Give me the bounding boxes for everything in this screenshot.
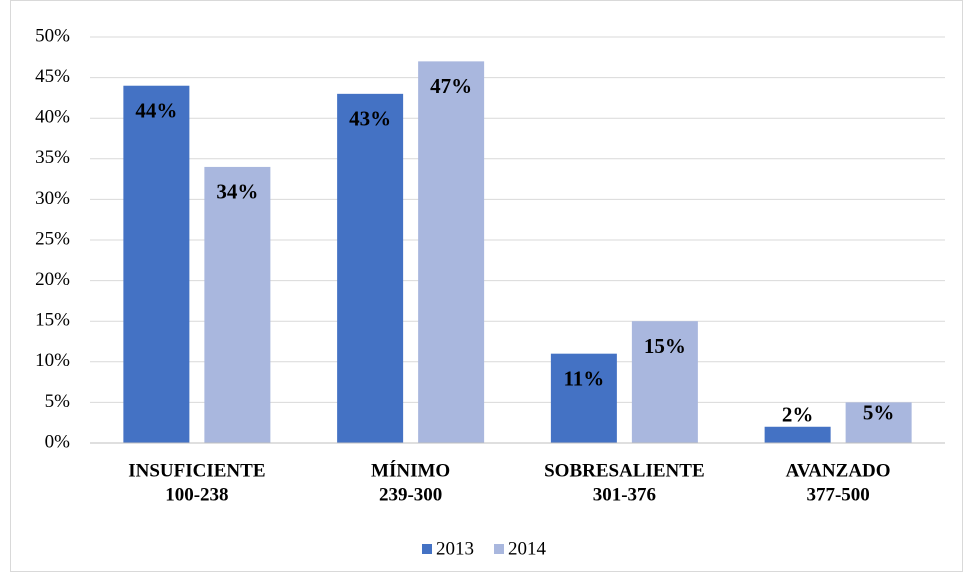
- x-tick-label: MÍNIMO: [371, 459, 450, 481]
- data-label: 15%: [644, 334, 686, 358]
- bar: [337, 93, 404, 443]
- y-tick-label: 5%: [45, 391, 71, 412]
- x-tick-label: SOBRESALIENTE: [544, 460, 705, 481]
- bar: [123, 85, 190, 443]
- data-label: 2%: [782, 403, 814, 427]
- legend-swatch: [494, 544, 504, 554]
- x-tick-label: INSUFICIENTE: [128, 460, 265, 481]
- y-tick-label: 25%: [35, 228, 70, 249]
- x-tick-label: AVANZADO: [786, 460, 891, 481]
- legend-label: 2013: [436, 538, 474, 559]
- data-label: 5%: [863, 400, 895, 424]
- legend-label: 2014: [508, 538, 547, 559]
- y-tick-label: 15%: [35, 310, 70, 331]
- y-tick-label: 50%: [35, 25, 70, 46]
- bar: [550, 353, 617, 443]
- x-tick-label: 100-238: [165, 484, 228, 505]
- y-tick-label: 30%: [35, 188, 70, 209]
- y-tick-label: 35%: [35, 147, 70, 168]
- bar: [845, 402, 912, 443]
- bar: [204, 166, 271, 444]
- x-tick-label: 301-376: [593, 484, 656, 505]
- y-tick-label: 20%: [35, 269, 70, 290]
- y-tick-label: 45%: [35, 66, 70, 87]
- x-tick-label: 377-500: [806, 484, 869, 505]
- data-label: 43%: [349, 107, 391, 131]
- y-tick-label: 10%: [35, 350, 70, 371]
- data-label: 34%: [216, 180, 258, 204]
- data-label: 44%: [135, 99, 177, 123]
- bar: [631, 321, 698, 443]
- data-label: 11%: [563, 366, 604, 390]
- y-tick-label: 40%: [35, 107, 70, 128]
- bar: [764, 426, 831, 443]
- bar: [418, 61, 485, 444]
- y-tick-label: 0%: [45, 431, 71, 452]
- x-tick-label: 239-300: [379, 484, 442, 505]
- data-label: 47%: [430, 74, 472, 98]
- legend-swatch: [422, 544, 432, 554]
